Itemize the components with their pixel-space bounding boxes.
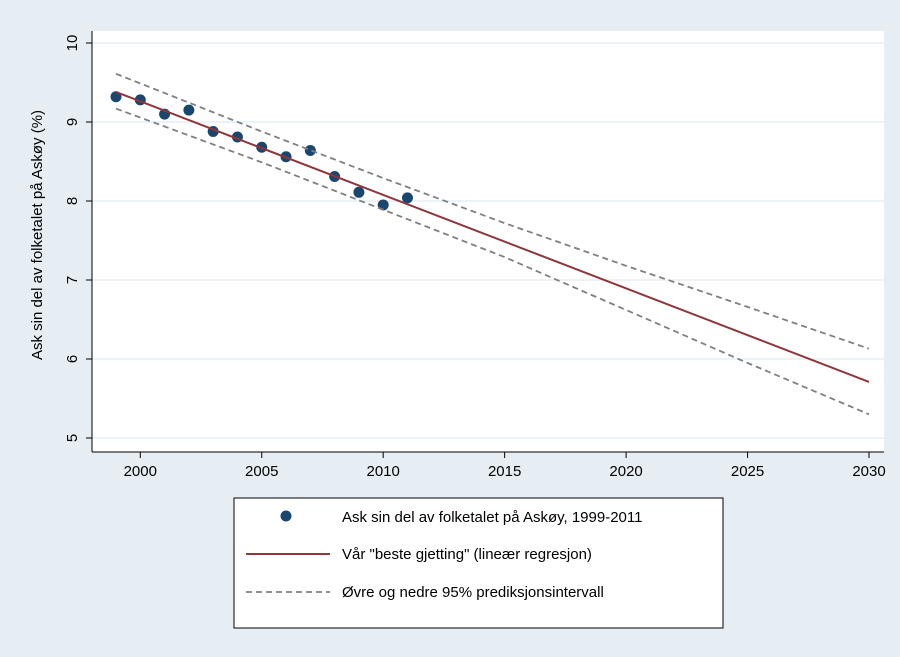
x-tick-label: 2015 xyxy=(488,463,521,480)
y-tick-label: 9 xyxy=(64,118,81,126)
axes: 5 6 7 8 9 10 2000 2005 2010 2015 2020 2025 2030 xyxy=(64,31,886,480)
y-tick-label: 5 xyxy=(64,434,81,442)
grid-lines xyxy=(92,42,884,439)
data-point xyxy=(304,144,316,156)
y-axis-label: Ask sin del av folketalet på Askøy (%) xyxy=(29,110,46,360)
y-tick-label: 6 xyxy=(64,355,81,363)
data-point xyxy=(353,186,365,198)
x-tick-label: 2000 xyxy=(124,463,157,480)
regression-line xyxy=(115,91,870,383)
legend: Ask sin del av folketalet på Askøy, 1999… xyxy=(233,497,724,629)
legend-label-interval: Øvre og nedre 95% prediksjonsintervall xyxy=(342,584,604,601)
x-tick-label: 2010 xyxy=(367,463,400,480)
x-tick-label: 2025 xyxy=(731,463,764,480)
x-tick-label: 2030 xyxy=(852,463,885,480)
prediction-interval-line xyxy=(115,107,870,416)
series xyxy=(110,72,870,416)
legend-box xyxy=(233,497,724,629)
legend-label-regression: Vår "beste gjetting" (lineær regresjon) xyxy=(342,546,592,563)
data-point xyxy=(183,104,195,116)
plot-area xyxy=(92,31,884,452)
x-tick-label: 2005 xyxy=(245,463,278,480)
x-tick-label: 2020 xyxy=(609,463,642,480)
legend-symbol-points xyxy=(280,510,292,522)
data-point xyxy=(401,192,413,204)
y-tick-label: 10 xyxy=(64,35,81,52)
y-tick-label: 7 xyxy=(64,276,81,284)
prediction-interval-line xyxy=(115,72,870,350)
legend-label-points: Ask sin del av folketalet på Askøy, 1999… xyxy=(342,509,642,526)
y-tick-label: 8 xyxy=(64,197,81,205)
